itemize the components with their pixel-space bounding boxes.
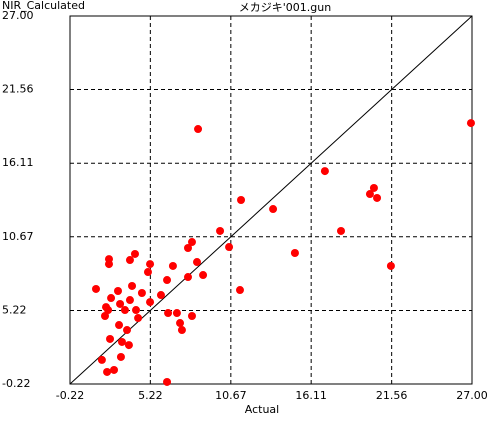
point (369, 183, 378, 192)
point (164, 309, 173, 318)
point (125, 296, 134, 305)
point (216, 226, 225, 235)
point (103, 367, 112, 376)
y-tick-label: 21.56 (2, 83, 34, 96)
point (137, 289, 146, 298)
y-tick-label: 10.67 (2, 230, 34, 243)
point (117, 337, 126, 346)
point (269, 205, 278, 214)
point (290, 248, 299, 257)
point (373, 193, 382, 202)
point (163, 276, 172, 285)
point (187, 311, 196, 320)
point (365, 190, 374, 199)
point (115, 321, 124, 330)
point (320, 167, 329, 176)
point (225, 243, 234, 252)
point (128, 281, 137, 290)
point (172, 309, 181, 318)
point (163, 377, 172, 386)
point (104, 306, 113, 315)
point (146, 260, 155, 269)
x-tick-label: 16.11 (295, 389, 327, 402)
point (176, 319, 185, 328)
point (132, 306, 141, 315)
point (124, 341, 133, 350)
point (156, 291, 165, 300)
point (130, 249, 139, 258)
point (143, 268, 152, 277)
point (235, 286, 244, 295)
point (110, 365, 119, 374)
point (184, 273, 193, 282)
point (134, 314, 143, 323)
point (177, 326, 186, 335)
x-tick-label: 10.67 (215, 389, 247, 402)
x-tick-label: 27.00 (456, 389, 488, 402)
y-tick-label: -0.22 (2, 377, 30, 390)
point (107, 294, 116, 303)
x-tick-label: 5.22 (138, 389, 163, 402)
point (97, 355, 106, 364)
y-tick-label: 5.22 (2, 303, 27, 316)
point (106, 334, 115, 343)
reference-line (69, 15, 473, 385)
point (466, 119, 475, 128)
y-tick-label: 27.00 (2, 9, 34, 22)
point (120, 306, 129, 315)
point (194, 125, 203, 134)
point (199, 271, 208, 280)
chart-title: メカジキ'001.gun (239, 1, 331, 14)
point (91, 284, 100, 293)
point (125, 256, 134, 265)
x-tick-label: 21.56 (376, 389, 408, 402)
plot-frame (69, 15, 473, 385)
point (104, 260, 113, 269)
point (168, 261, 177, 270)
y-axis-label: NIR_Calculated (2, 0, 85, 12)
point (116, 352, 125, 361)
point (237, 196, 246, 204)
x-axis-label: Actual (245, 403, 279, 416)
point (123, 326, 132, 335)
point (116, 299, 125, 308)
point (101, 311, 110, 320)
point (146, 298, 155, 307)
point (386, 261, 395, 270)
point (187, 238, 196, 247)
point (193, 258, 202, 267)
point (337, 226, 346, 235)
y-tick-label: 16.11 (2, 156, 34, 169)
x-tick-label: -0.22 (56, 389, 84, 402)
point (113, 286, 122, 295)
point (184, 243, 193, 252)
